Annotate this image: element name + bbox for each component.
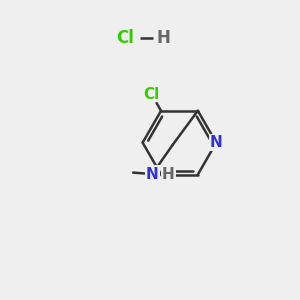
Text: N: N xyxy=(210,135,223,150)
Text: N: N xyxy=(146,167,159,182)
Text: H: H xyxy=(162,167,175,182)
Text: Cl: Cl xyxy=(143,87,160,102)
Text: H: H xyxy=(156,29,170,47)
Text: Cl: Cl xyxy=(116,29,134,47)
